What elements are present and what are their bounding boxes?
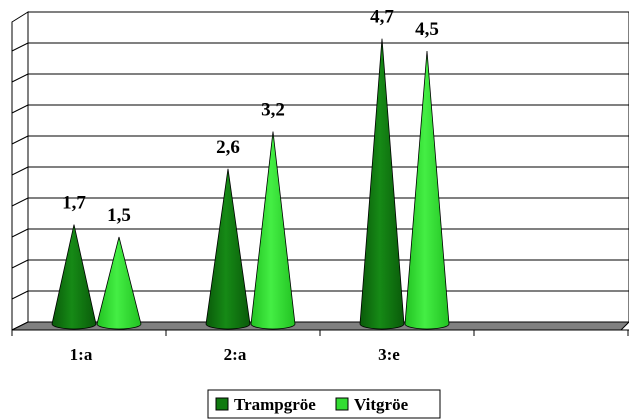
gridline-side [11,166,29,176]
category-labels: 1:a 2:a 3:e [70,345,401,364]
gridline-side [11,290,29,300]
cone-body [96,236,142,330]
legend: Trampgröe Vitgröe [207,389,441,419]
plot-area [11,11,629,336]
cone-trampgroe [359,38,405,330]
gridline-side [11,228,29,238]
cone-body [404,50,450,330]
cone-body [250,131,296,330]
gridline-side [11,135,29,145]
cone-trampgroe [51,224,97,330]
category-label: 3:e [378,345,400,364]
cone-body [359,38,405,330]
cone-vitgroe [96,236,142,330]
data-label: 3,2 [261,100,285,121]
legend-swatch [215,397,229,411]
chart-marks: 1,7 2,6 4,7 1,5 3,2 4,5 [51,7,450,330]
category-label: 2:a [224,345,247,364]
cone-body [205,168,251,330]
data-label: 1,5 [107,205,131,226]
gridline-side [11,104,29,114]
legend-label: Vitgröe [354,395,409,414]
cone-vitgroe [404,50,450,330]
gridline-side [11,73,29,83]
legend-label: Trampgröe [234,395,316,414]
cone-trampgroe [205,168,251,330]
gridline-side [11,259,29,269]
legend-swatch [335,397,349,411]
gridline-side [11,42,29,52]
data-label: 4,7 [370,7,394,28]
data-label: 2,6 [216,137,240,158]
data-label: 4,5 [415,19,439,40]
cone-body [51,224,97,330]
gridline-side [11,197,29,207]
legend-box [207,389,441,419]
category-label: 1:a [70,345,93,364]
data-label: 1,7 [62,193,86,214]
cone-vitgroe [250,131,296,330]
